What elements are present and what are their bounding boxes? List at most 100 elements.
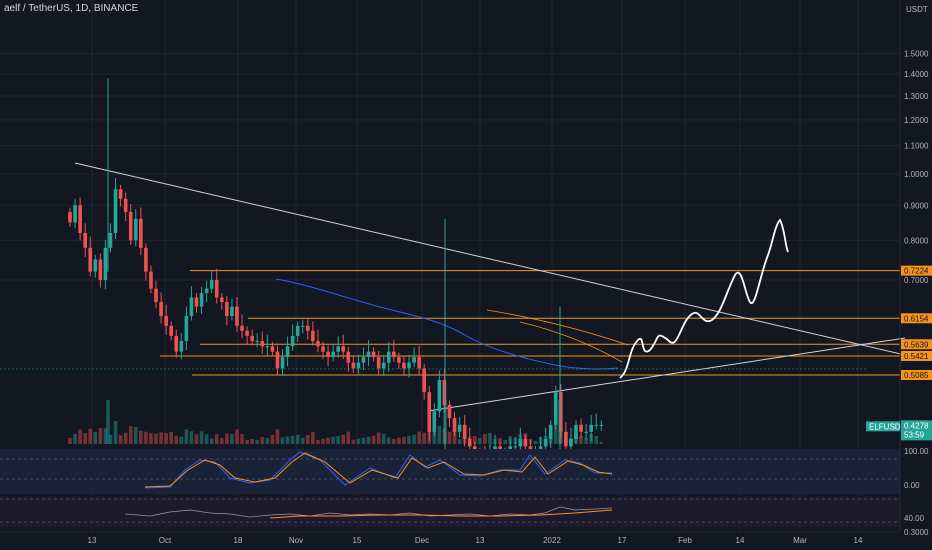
volume-bar [133, 427, 138, 444]
volume-bar [452, 430, 457, 444]
volume-bar [98, 428, 103, 444]
volume-bar [235, 429, 239, 444]
descending-trendline [74, 162, 906, 356]
volume-bar [204, 434, 209, 444]
candle-body [366, 351, 371, 358]
volume-bar [230, 434, 234, 444]
volume-bar [78, 429, 82, 444]
price-tick-label: 1.3000 [904, 92, 929, 101]
candle-body [199, 293, 204, 307]
volume-bar [209, 438, 214, 444]
volume-bar [73, 433, 77, 444]
price-axis[interactable]: 1.5000 1.4000 1.3000 1.2000 1.1000 1.0000 0.90… [866, 5, 932, 537]
stoch-d-line [144, 452, 613, 488]
volume-bars [68, 400, 604, 444]
volume-bar [599, 442, 604, 444]
candle-body [594, 424, 599, 426]
candle-body [548, 424, 553, 439]
candle-body [204, 288, 209, 294]
price-level-value: 0.5421 [904, 352, 929, 361]
candle-body [209, 280, 214, 289]
candle-body [321, 346, 325, 352]
volume-bar [83, 433, 87, 444]
time-tick-label: 18 [234, 536, 243, 545]
candle-body [457, 424, 462, 432]
volume-bar [579, 436, 583, 444]
candle-body [559, 392, 563, 432]
stoch-tick-label: 0.00 [904, 481, 920, 490]
volume-bar [240, 434, 244, 444]
projection-path [619, 218, 789, 379]
volume-bar [417, 431, 421, 444]
volume-bar [225, 433, 229, 444]
candle-body [513, 446, 518, 448]
price-levels [160, 270, 900, 376]
time-axis[interactable]: 13 Oct 18 Nov 15 Dec 13 2022 17 Feb 14 Mar 14 [88, 536, 863, 545]
trendlines [74, 162, 906, 412]
rsi-tick-label: 40.00 [904, 514, 925, 523]
candle-body [397, 357, 401, 363]
candle-body [518, 438, 523, 447]
volume-bar [194, 434, 199, 444]
candle-body [437, 379, 442, 412]
time-tick-label: Dec [415, 536, 429, 545]
volume-bar [179, 436, 184, 444]
time-tick-label: 13 [88, 536, 97, 545]
chart-title: aelf / TetherUS, 1D, BINANCE [4, 3, 139, 14]
volume-bar [108, 434, 113, 444]
candle-body [412, 357, 416, 363]
price-level-tag [901, 339, 932, 350]
candle-body [88, 247, 93, 272]
candle-body [447, 404, 452, 418]
time-tick-label: Feb [678, 536, 692, 545]
candle-body [103, 247, 108, 280]
volume-bar [447, 431, 452, 444]
rsi-signal-line [269, 509, 613, 519]
grid [0, 0, 900, 533]
volume-bar [346, 431, 351, 444]
candle-body [599, 424, 604, 426]
orange-fan-line-1 [486, 309, 629, 346]
rsi-panel [0, 497, 900, 527]
candle-body [564, 431, 568, 447]
candle-body [346, 351, 351, 363]
volume-bar [300, 438, 305, 444]
candle-body [432, 411, 437, 432]
candle-body [265, 346, 270, 348]
time-tick-label: Nov [289, 536, 303, 545]
volume-bar [169, 432, 173, 444]
price-level-tag [901, 369, 932, 380]
volume-bar [199, 431, 204, 444]
candle-body [270, 346, 275, 352]
volume-bar [250, 438, 254, 444]
volume-bar [407, 435, 411, 444]
candle-body [295, 325, 300, 336]
volume-bar [285, 436, 290, 444]
volume-bar [174, 435, 179, 444]
price-tick-label: 0.7000 [904, 276, 929, 285]
volume-bar [437, 425, 442, 444]
candle-body [467, 438, 472, 447]
candle-body [98, 259, 103, 280]
volume-bar [341, 434, 346, 444]
candle-body [164, 316, 168, 326]
moving-average-line [275, 278, 619, 370]
symbol-label: ELFUSDT [869, 422, 906, 431]
volume-bar [149, 433, 153, 444]
volume-bar [457, 439, 462, 444]
volume-bar [214, 434, 219, 444]
volume-bar [397, 437, 401, 444]
price-tick-label: 0.9000 [904, 201, 929, 210]
candle-body [442, 379, 447, 405]
price-tick-label: 1.5000 [904, 50, 929, 59]
candle-body [128, 211, 133, 241]
stoch-panel [0, 449, 900, 494]
candle-body [351, 362, 356, 369]
volume-bar [103, 428, 108, 444]
volume-bar [316, 439, 320, 444]
candle-body [361, 357, 366, 363]
volume-bar [483, 433, 487, 444]
candle-body [123, 198, 128, 212]
last-price-value: 0.4278 [904, 421, 929, 430]
